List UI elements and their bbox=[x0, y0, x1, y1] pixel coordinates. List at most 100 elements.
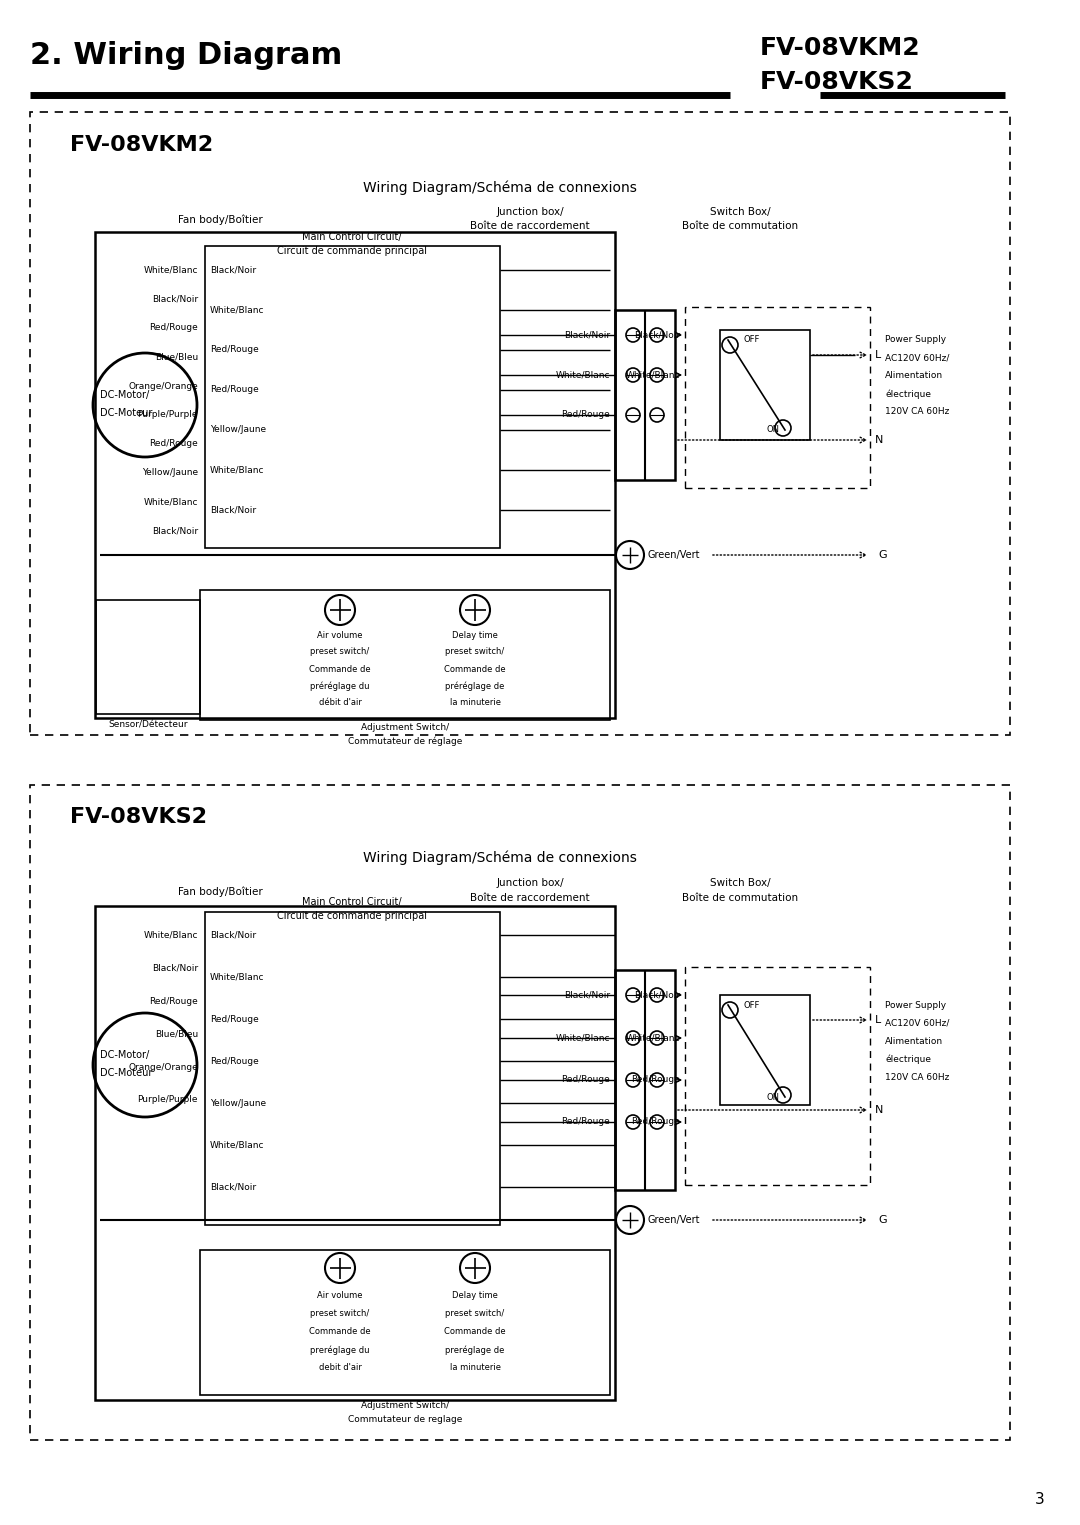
Text: Commande de: Commande de bbox=[444, 1327, 505, 1336]
Text: Black/Noir: Black/Noir bbox=[210, 1182, 256, 1191]
Text: AC120V 60Hz/: AC120V 60Hz/ bbox=[885, 1019, 949, 1028]
Text: DC-Moteur: DC-Moteur bbox=[100, 409, 152, 418]
Text: Boîte de raccordement: Boîte de raccordement bbox=[470, 221, 590, 230]
Text: FV-08VKM2: FV-08VKM2 bbox=[760, 37, 920, 59]
Bar bbox=[30, 785, 1010, 1440]
Text: Yellow/Jaune: Yellow/Jaune bbox=[210, 425, 266, 435]
Text: White/Blanc: White/Blanc bbox=[144, 930, 198, 939]
Text: Orange/Orange: Orange/Orange bbox=[129, 1063, 198, 1072]
Text: Junction box/: Junction box/ bbox=[496, 207, 564, 217]
Text: preset switch/: preset switch/ bbox=[310, 648, 369, 656]
Text: White/Blanc: White/Blanc bbox=[210, 465, 265, 474]
Text: Junction box/: Junction box/ bbox=[496, 878, 564, 888]
Text: Black/Noir: Black/Noir bbox=[564, 331, 610, 340]
Text: Circuit de commande principal: Circuit de commande principal bbox=[276, 910, 427, 921]
Text: Red/Rouge: Red/Rouge bbox=[210, 1014, 259, 1023]
Text: Air volume: Air volume bbox=[318, 1292, 363, 1301]
Bar bbox=[200, 590, 610, 720]
Text: Black/Noir: Black/Noir bbox=[152, 964, 198, 973]
Text: Power Supply: Power Supply bbox=[885, 336, 946, 345]
Bar bbox=[95, 232, 615, 718]
Text: électrique: électrique bbox=[885, 389, 931, 398]
Text: Fan body/Boîtier: Fan body/Boîtier bbox=[177, 215, 262, 226]
Bar bbox=[205, 246, 500, 547]
Text: Yellow/Jaune: Yellow/Jaune bbox=[141, 468, 198, 477]
Text: preset switch/: preset switch/ bbox=[445, 1310, 504, 1319]
Text: Red/Rouge: Red/Rouge bbox=[210, 1057, 259, 1066]
Text: White/Blanc: White/Blanc bbox=[144, 265, 198, 274]
Text: DC-Moteur: DC-Moteur bbox=[100, 1068, 152, 1078]
Text: Main Control Circuit/: Main Control Circuit/ bbox=[302, 232, 402, 242]
Bar bbox=[685, 967, 870, 1185]
Text: White/Blanc: White/Blanc bbox=[210, 1141, 265, 1150]
Bar bbox=[96, 599, 200, 714]
Text: Black/Noir: Black/Noir bbox=[210, 930, 256, 939]
Text: White/Blanc: White/Blanc bbox=[625, 1034, 680, 1043]
Text: débit d'air: débit d'air bbox=[319, 698, 362, 708]
Text: Circuit de commande principal: Circuit de commande principal bbox=[276, 246, 427, 256]
Bar bbox=[615, 970, 675, 1190]
Text: Blue/Bleu: Blue/Bleu bbox=[154, 1029, 198, 1039]
Text: N: N bbox=[875, 435, 883, 445]
Bar bbox=[720, 994, 810, 1106]
Text: DC-Motor/: DC-Motor/ bbox=[100, 1051, 149, 1060]
Text: L: L bbox=[875, 1016, 881, 1025]
Text: Red/Rouge: Red/Rouge bbox=[631, 1075, 680, 1084]
Text: électrique: électrique bbox=[885, 1054, 931, 1064]
Text: Alimentation: Alimentation bbox=[885, 372, 943, 381]
Text: White/Blanc: White/Blanc bbox=[210, 305, 265, 314]
Text: Red/Rouge: Red/Rouge bbox=[149, 439, 198, 448]
Text: Commande de: Commande de bbox=[309, 1327, 370, 1336]
Text: Alimentation: Alimentation bbox=[885, 1037, 943, 1046]
Bar bbox=[30, 111, 1010, 735]
Text: Boîte de raccordement: Boîte de raccordement bbox=[470, 894, 590, 903]
Text: préréglage du: préréglage du bbox=[310, 682, 369, 691]
Text: Power Supply: Power Supply bbox=[885, 1000, 946, 1010]
Text: Wiring Diagram/Schéma de connexions: Wiring Diagram/Schéma de connexions bbox=[363, 851, 637, 865]
Text: preréglage du: preréglage du bbox=[310, 1345, 369, 1354]
Text: Black/Noir: Black/Noir bbox=[210, 505, 256, 514]
Text: la minuterie: la minuterie bbox=[449, 698, 500, 708]
Text: Black/Noir: Black/Noir bbox=[634, 331, 680, 340]
Text: White/Blanc: White/Blanc bbox=[210, 973, 265, 982]
Text: DC-Motor/: DC-Motor/ bbox=[100, 390, 149, 400]
Text: Boîte de commutation: Boîte de commutation bbox=[681, 894, 798, 903]
Text: Commutateur de réglage: Commutateur de réglage bbox=[348, 737, 462, 746]
Text: ON: ON bbox=[767, 425, 780, 435]
Text: White/Blanc: White/Blanc bbox=[625, 371, 680, 380]
Text: Black/Noir: Black/Noir bbox=[634, 991, 680, 999]
Text: L: L bbox=[875, 351, 881, 360]
Text: Delay time: Delay time bbox=[453, 1292, 498, 1301]
Text: Red/Rouge: Red/Rouge bbox=[562, 1118, 610, 1127]
Text: préréglage de: préréglage de bbox=[445, 682, 504, 691]
Text: 2. Wiring Diagram: 2. Wiring Diagram bbox=[30, 41, 342, 70]
Text: OFF: OFF bbox=[744, 1000, 760, 1010]
Text: N: N bbox=[875, 1106, 883, 1115]
Text: 120V CA 60Hz: 120V CA 60Hz bbox=[885, 1072, 949, 1081]
Text: la minuterie: la minuterie bbox=[449, 1363, 500, 1373]
Text: White/Blanc: White/Blanc bbox=[144, 497, 198, 506]
Text: Black/Noir: Black/Noir bbox=[152, 526, 198, 535]
Text: Adjustment Switch/: Adjustment Switch/ bbox=[361, 1400, 449, 1409]
Text: Commande de: Commande de bbox=[444, 665, 505, 674]
Text: Red/Rouge: Red/Rouge bbox=[562, 1075, 610, 1084]
Text: Switch Box/: Switch Box/ bbox=[710, 878, 770, 888]
Text: White/Blanc: White/Blanc bbox=[555, 1034, 610, 1043]
Text: Red/Rouge: Red/Rouge bbox=[631, 1118, 680, 1127]
Text: Black/Noir: Black/Noir bbox=[152, 294, 198, 303]
Text: Purple/Purple: Purple/Purple bbox=[137, 1095, 198, 1104]
Bar bbox=[685, 307, 870, 488]
Text: preréglage de: preréglage de bbox=[445, 1345, 504, 1354]
Text: Green/Vert: Green/Vert bbox=[648, 1215, 701, 1225]
Text: G: G bbox=[878, 1215, 887, 1225]
Text: Red/Rouge: Red/Rouge bbox=[210, 386, 259, 395]
Text: FV-08VKM2: FV-08VKM2 bbox=[70, 136, 213, 156]
Text: Red/Rouge: Red/Rouge bbox=[210, 346, 259, 354]
Bar bbox=[200, 1250, 610, 1395]
Text: Black/Noir: Black/Noir bbox=[564, 991, 610, 999]
Text: Red/Rouge: Red/Rouge bbox=[562, 410, 610, 419]
Text: Purple/Purple: Purple/Purple bbox=[137, 410, 198, 419]
Text: preset switch/: preset switch/ bbox=[310, 1310, 369, 1319]
Text: Switch Box/: Switch Box/ bbox=[710, 207, 770, 217]
Bar bbox=[95, 906, 615, 1400]
